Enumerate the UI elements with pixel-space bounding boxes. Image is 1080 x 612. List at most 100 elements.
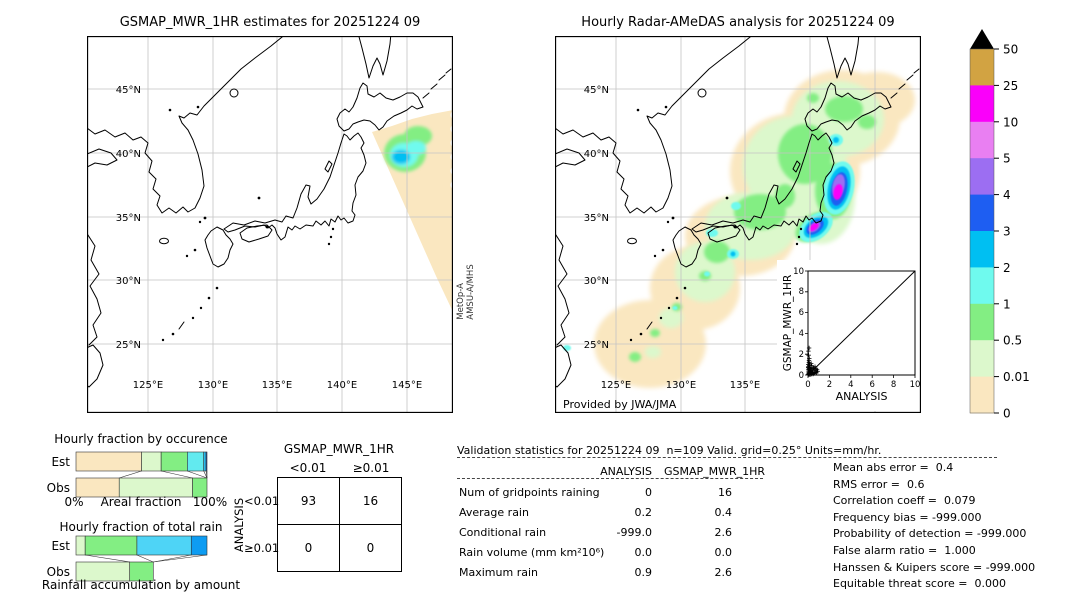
satellite-sensor-label: MetOp-A AMSU-A/MHS (426, 264, 506, 319)
bar-segment (205, 451, 208, 472)
bar-segment (75, 451, 142, 472)
bar-segment (84, 535, 138, 556)
colorbar-tick-label: 25 (1003, 79, 1018, 93)
inset-xtick: 2 (827, 380, 832, 390)
bar-segment (190, 535, 208, 556)
flow-connector (153, 554, 208, 563)
stats-gsmap-value: 2.6 (714, 566, 733, 579)
lon-label: 135°E (262, 380, 292, 391)
left-map-frame (87, 36, 453, 413)
stats-gsmap-value: 0.4 (714, 506, 733, 519)
fraction-bar-charts: Hourly fraction by occurence Est Obs 0% … (42, 432, 240, 592)
areal-fraction-label: Areal fraction (101, 495, 182, 509)
totalrain-chart-title: Hourly fraction of total rain (60, 520, 223, 534)
stats-metric-line: Mean abs error = 0.4 (833, 461, 954, 474)
flow-connector (187, 470, 208, 479)
colorbar-segment (970, 231, 994, 268)
contingency-table: 93 16 0 0 (277, 477, 402, 572)
stats-row-label: Average rain (459, 506, 529, 519)
contingency-col-header: <0.01 (289, 461, 327, 475)
stats-gsmap-value: 2.6 (714, 526, 733, 539)
totalrain-est-bar (75, 535, 208, 556)
contingency-row-axis: ANALYSIS (232, 497, 246, 552)
bar-segment (187, 451, 205, 472)
colorbar: 50 25 10 5 4 3 2 1 0.5 0.01 0 (969, 29, 1030, 421)
inset-ytick: 6 (799, 308, 804, 318)
contingency-row-header: <0.01 (244, 494, 280, 508)
colorbar-tick-label: 0.01 (1003, 370, 1030, 384)
lat-label: 35°N (584, 213, 609, 224)
colorbar-tick-label: 4 (1003, 188, 1011, 202)
flow-connector (136, 554, 154, 563)
stats-row-label: Maximum rain (459, 566, 538, 579)
stats-analysis-value: 0 (645, 486, 652, 499)
colorbar-tick-label: 0 (1003, 407, 1011, 421)
flow-connector (161, 470, 193, 479)
stats-divider (457, 478, 763, 479)
stats-gsmap-value: 0.0 (714, 546, 733, 559)
identity-line (807, 270, 916, 376)
x-max-label: 100% (193, 495, 227, 509)
colorbar-segment (970, 121, 994, 159)
occurrence-chart-title: Hourly fraction by occurence (54, 432, 227, 446)
contingency-hline (278, 524, 401, 526)
colorbar-segment (970, 158, 994, 196)
contingency-row-header: ≥0.01 (244, 541, 280, 555)
colorbar-segment (970, 303, 994, 341)
totalrain-obs-bar (75, 561, 154, 582)
flow-connector (119, 470, 142, 479)
stats-metric-line: False alarm ratio = 1.000 (833, 544, 976, 557)
lat-label: 40°N (116, 149, 141, 160)
colorbar-segment (970, 194, 994, 232)
inset-xtick: 10 (910, 380, 921, 390)
satellite-name: MetOp-A (456, 283, 466, 320)
stats-col-header-gsmap: GSMAP_MWR_1HR (664, 465, 766, 478)
totalrain-connectors (85, 554, 208, 563)
stats-metric-line: Probability of detection = -999.000 (833, 527, 1027, 540)
stats-analysis-value: 0.9 (634, 566, 653, 579)
scatter-plus-markers (806, 345, 820, 377)
lon-label: 130°E (666, 380, 696, 391)
flow-connector (85, 554, 130, 563)
lon-label: 125°E (601, 380, 631, 391)
bar-segment (141, 451, 162, 472)
row-label-est: Est (51, 539, 70, 553)
right-map-title: Hourly Radar-AMeDAS analysis for 2025122… (581, 15, 895, 30)
contingency-cell: 0 (366, 541, 375, 555)
inset-xaxis-label: ANALYSIS (836, 390, 888, 403)
colorbar-overflow-triangle (970, 29, 994, 49)
lat-label: 25°N (584, 340, 609, 351)
inset-ytick: 8 (799, 287, 804, 297)
lat-label: 30°N (116, 276, 141, 287)
lat-label: 45°N (116, 85, 141, 96)
stats-analysis-value: 0.0 (634, 546, 653, 559)
colorbar-tick-label: 0.5 (1003, 334, 1022, 348)
right-map-frame (555, 36, 921, 413)
inset-ytick: 2 (799, 350, 804, 360)
contingency-cell: 93 (300, 494, 317, 508)
colorbar-segment (970, 49, 994, 86)
inset-xtick: 4 (848, 380, 853, 390)
lat-label: 30°N (584, 276, 609, 287)
lat-label: 25°N (116, 340, 141, 351)
bar-segment (129, 561, 154, 582)
colorbar-segment (970, 267, 994, 305)
inset-xtick: 0 (805, 380, 810, 390)
stats-row-label: Rain volume (mm km²10⁶) (459, 546, 605, 559)
left-map-axis-labels: 45°N 40°N 35°N 30°N 25°N 125°E 130°E 135… (116, 85, 422, 391)
stats-analysis-value: 0.2 (634, 506, 653, 519)
sensor-name: AMSU-A/MHS (466, 264, 476, 320)
satellite-swath (372, 110, 452, 310)
inset-xtick: 8 (891, 380, 896, 390)
credit-label: Provided by JWA/JMA (563, 398, 677, 411)
stats-metric-line: Frequency bias = -999.000 (833, 511, 982, 524)
colorbar-tick-label: 50 (1003, 43, 1018, 57)
colorbar-segment (970, 85, 994, 123)
occurrence-est-bar (75, 451, 208, 472)
colorbar-tick-label: 10 (1003, 115, 1018, 129)
scatter-inset: 0 2 4 6 8 10 0 2 4 6 8 10 ANALYSIS GSMAP… (777, 260, 921, 411)
scatter-points (806, 345, 820, 377)
stats-gsmap-value: 16 (718, 486, 732, 499)
left-map-rain-cell (384, 126, 432, 172)
